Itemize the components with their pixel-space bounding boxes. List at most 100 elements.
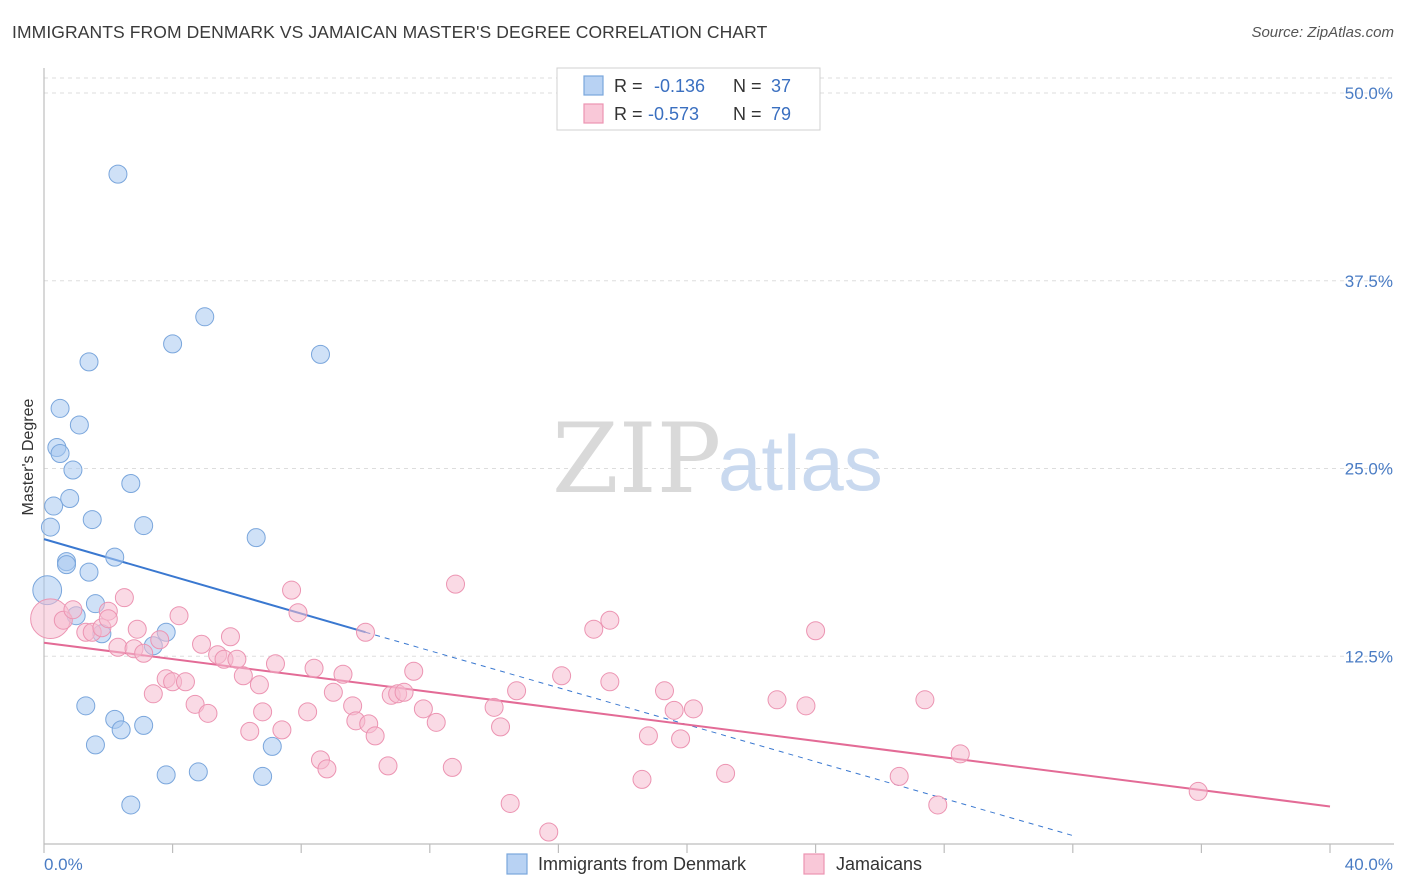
jamaicans-point-8 bbox=[108, 637, 128, 657]
legend-box: R = -0.136 N = 37 R = -0.573 N = 79 bbox=[556, 67, 821, 131]
denmark-point-8 bbox=[50, 443, 70, 463]
watermark-zip: ZIP bbox=[552, 403, 721, 515]
denmark-point-33 bbox=[156, 765, 176, 785]
denmark-point-27 bbox=[76, 696, 96, 716]
legend-r-value-2: -0.573 bbox=[648, 104, 699, 124]
jamaicans-point-65 bbox=[654, 681, 674, 701]
denmark-point-32 bbox=[262, 736, 282, 756]
jamaicans-point-24 bbox=[220, 627, 240, 647]
jamaicans-point-72 bbox=[806, 621, 826, 641]
denmark-point-10 bbox=[121, 474, 141, 494]
denmark-point-13 bbox=[82, 510, 102, 530]
jamaicans-point-29 bbox=[253, 702, 273, 722]
watermark-atlas: atlas bbox=[718, 419, 883, 507]
y-tick-label-1: 25.0% bbox=[1345, 460, 1393, 479]
grid-lines bbox=[44, 77, 1394, 657]
jamaicans-point-70 bbox=[767, 690, 787, 710]
jamaicans-point-27 bbox=[240, 721, 260, 741]
jamaicans-point-57 bbox=[507, 681, 527, 701]
jamaicans-point-56 bbox=[500, 793, 520, 813]
jamaicans-point-58 bbox=[539, 822, 559, 842]
jamaicans-point-25 bbox=[227, 649, 247, 669]
denmark-point-14 bbox=[40, 517, 60, 537]
jamaicans-point-74 bbox=[915, 690, 935, 710]
denmark-point-1 bbox=[195, 307, 215, 327]
jamaicans-point-66 bbox=[664, 700, 684, 720]
denmark-point-15 bbox=[134, 516, 154, 536]
watermark: ZIP atlas bbox=[552, 403, 883, 515]
jamaicans-point-26 bbox=[233, 666, 253, 686]
jamaicans-point-59 bbox=[552, 666, 572, 686]
denmark-point-19 bbox=[57, 555, 77, 575]
denmark-point-36 bbox=[121, 795, 141, 815]
jamaicans-point-63 bbox=[632, 769, 652, 789]
jamaicans-point-17 bbox=[169, 606, 189, 626]
jamaicans-point-21 bbox=[198, 703, 218, 723]
denmark-point-12 bbox=[44, 496, 64, 516]
chart-source: Source: ZipAtlas.com bbox=[1251, 24, 1394, 41]
denmark-point-4 bbox=[79, 352, 99, 372]
chart-title: IMMIGRANTS FROM DENMARK VS JAMAICAN MAST… bbox=[12, 22, 768, 42]
denmark-point-6 bbox=[69, 415, 89, 435]
jamaicans-point-38 bbox=[323, 682, 343, 702]
denmark-point-16 bbox=[246, 528, 266, 548]
jamaicans-point-50 bbox=[413, 699, 433, 719]
y-tick-label-3: 50.0% bbox=[1345, 84, 1393, 103]
denmark-point-3 bbox=[310, 344, 330, 364]
jamaicans-point-7 bbox=[98, 609, 118, 629]
denmark-point-29 bbox=[134, 715, 154, 735]
jamaicans-point-61 bbox=[600, 610, 620, 630]
denmark-point-20 bbox=[79, 562, 99, 582]
jamaicans-point-14 bbox=[150, 630, 170, 650]
jamaicans-point-2 bbox=[63, 600, 83, 620]
denmark-point-17 bbox=[105, 547, 125, 567]
jamaicans-point-35 bbox=[304, 658, 324, 678]
jamaicans-point-64 bbox=[638, 726, 658, 746]
jamaicans-point-75 bbox=[928, 795, 948, 815]
jamaicans-point-77 bbox=[1188, 781, 1208, 801]
jamaicans-point-67 bbox=[671, 729, 691, 749]
denmark-point-30 bbox=[111, 720, 131, 740]
bottom-legend: Immigrants from Denmark Jamaicans bbox=[506, 853, 922, 875]
jamaicans-point-13 bbox=[143, 684, 163, 704]
y-tick-label-2: 37.5% bbox=[1345, 272, 1393, 291]
jamaicans-point-20 bbox=[192, 634, 212, 654]
jamaicans-point-9 bbox=[114, 588, 134, 608]
y-axis-label: Master's Degree bbox=[20, 398, 37, 515]
jamaicans-point-71 bbox=[796, 696, 816, 716]
jamaicans-point-48 bbox=[394, 682, 414, 702]
legend-n-value-2: 79 bbox=[771, 104, 791, 124]
jamaicans-point-28 bbox=[249, 675, 269, 695]
legend-n-value-1: 37 bbox=[771, 76, 791, 96]
denmark-point-34 bbox=[188, 762, 208, 782]
jamaicans-point-54 bbox=[484, 697, 504, 717]
denmark-point-11 bbox=[60, 489, 80, 509]
bottom-legend-swatch-pink bbox=[803, 853, 825, 875]
jamaicans-point-44 bbox=[365, 726, 385, 746]
jamaicans-point-60 bbox=[584, 619, 604, 639]
jamaicans-point-62 bbox=[600, 672, 620, 692]
legend-swatch-pink bbox=[583, 103, 604, 124]
legend-swatch-blue bbox=[583, 75, 604, 96]
denmark-point-31 bbox=[85, 735, 105, 755]
jamaicans-point-32 bbox=[282, 580, 302, 600]
jamaicans-point-12 bbox=[134, 643, 154, 663]
jamaicans-point-73 bbox=[889, 766, 909, 786]
legend-r-label-2: R = bbox=[614, 104, 643, 124]
denmark-point-0 bbox=[108, 164, 128, 184]
trend-line-denmark bbox=[43, 538, 366, 634]
jamaicans-point-18 bbox=[175, 672, 195, 692]
x-tick-label-1: 40.0% bbox=[1345, 855, 1393, 874]
jamaicans-point-53 bbox=[446, 574, 466, 594]
jamaicans-point-34 bbox=[298, 702, 318, 722]
legend-n-label-1: N = bbox=[733, 76, 762, 96]
jamaicans-point-45 bbox=[378, 756, 398, 776]
denmark-point-35 bbox=[253, 766, 273, 786]
jamaicans-point-11 bbox=[127, 619, 147, 639]
jamaicans-point-31 bbox=[272, 720, 292, 740]
legend-r-label-1: R = bbox=[614, 76, 643, 96]
jamaicans-point-76 bbox=[950, 744, 970, 764]
legend-n-label-2: N = bbox=[733, 104, 762, 124]
x-tick-label-0: 0.0% bbox=[44, 855, 83, 874]
